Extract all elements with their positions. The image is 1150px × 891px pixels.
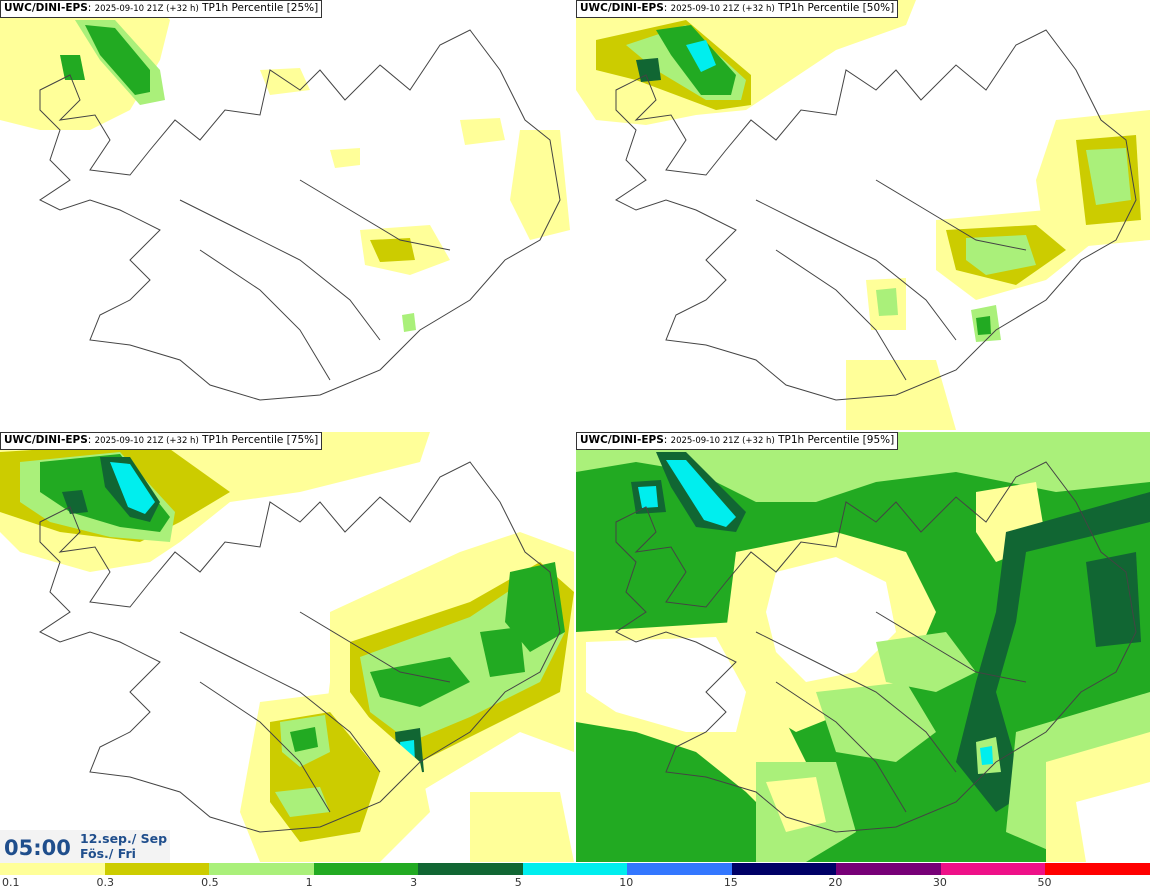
colorbar-tick-label: 5: [514, 876, 522, 889]
precip-map-p25: [0, 0, 570, 401]
colorbar-tick-label: 15: [723, 876, 738, 889]
colorbar-tick-label: 1: [305, 876, 313, 889]
iceland-coastline: [39, 461, 561, 833]
colorbar-segment: [104, 863, 210, 875]
colorbar-ticks: 0.1 0.3 0.5 1 3 5 10 15 20 30 50: [0, 876, 1150, 890]
colorbar-segment: [1045, 863, 1150, 875]
run-time: 2025-09-10 21Z (+32 h): [94, 4, 199, 14]
map-panel-p95: UWC/DINI-EPS: 2025-09-10 21Z (+32 h) TP1…: [576, 432, 1150, 862]
precip-colorbar: [0, 863, 1150, 875]
precip-field: [0, 432, 574, 862]
map-panel-p50: UWC/DINI-EPS: 2025-09-10 21Z (+32 h) TP1…: [576, 0, 1150, 430]
model-name: UWC/DINI-EPS: [580, 434, 664, 446]
colorbar-segment: [940, 863, 1046, 875]
panel-title: UWC/DINI-EPS: 2025-09-10 21Z (+32 h) TP1…: [0, 432, 323, 450]
valid-time-clock: 05:00: [4, 836, 71, 860]
model-name: UWC/DINI-EPS: [4, 434, 88, 446]
colorbar-tick-label: 20: [828, 876, 843, 889]
colorbar-tick-label: 3: [410, 876, 418, 889]
run-time: 2025-09-10 21Z (+32 h): [670, 436, 775, 446]
colorbar-segment: [313, 863, 419, 875]
valid-date-line2: Fös./ Fri: [80, 846, 136, 861]
colorbar-segment: [731, 863, 837, 875]
model-name: UWC/DINI-EPS: [4, 2, 88, 14]
precip-field: [576, 0, 1150, 430]
iceland-coastline: [39, 29, 561, 401]
run-time: 2025-09-10 21Z (+32 h): [94, 436, 199, 446]
iceland-coastline: [615, 461, 1137, 833]
colorbar-tick-label: 0.5: [201, 876, 219, 889]
colorbar-segment: [0, 863, 105, 875]
precip-field: [576, 432, 1150, 862]
product-name: TP1h Percentile [25%]: [202, 2, 319, 14]
colorbar-segment: [209, 863, 314, 875]
precip-map-p95: [576, 432, 1150, 862]
map-panel-p25: UWC/DINI-EPS: 2025-09-10 21Z (+32 h) TP1…: [0, 0, 574, 430]
valid-time-box: 05:00 12.sep./ Sep Fös./ Fri: [0, 830, 170, 863]
product-name: TP1h Percentile [95%]: [778, 434, 895, 446]
precip-map-p75: [0, 432, 574, 862]
colorbar-tick-label: 30: [932, 876, 947, 889]
colorbar-tick-label: 10: [619, 876, 634, 889]
model-name: UWC/DINI-EPS: [580, 2, 664, 14]
colorbar-segment: [836, 863, 941, 875]
precip-map-p50: [576, 0, 1150, 430]
panel-title: UWC/DINI-EPS: 2025-09-10 21Z (+32 h) TP1…: [576, 432, 899, 450]
colorbar-segment: [418, 863, 523, 875]
colorbar-tick-label: 0.3: [96, 876, 115, 889]
colorbar-tick-label: 0.1: [2, 876, 20, 889]
colorbar-segment: [627, 863, 732, 875]
product-name: TP1h Percentile [75%]: [202, 434, 319, 446]
iceland-coastline: [615, 29, 1137, 401]
panel-title: UWC/DINI-EPS: 2025-09-10 21Z (+32 h) TP1…: [0, 0, 323, 18]
map-panel-p75: UWC/DINI-EPS: 2025-09-10 21Z (+32 h) TP1…: [0, 432, 574, 862]
valid-date-line1: 12.sep./ Sep: [80, 831, 168, 846]
colorbar-segment: [522, 863, 628, 875]
colorbar-tick-label: 50: [1037, 876, 1052, 889]
precip-field: [0, 0, 570, 332]
run-time: 2025-09-10 21Z (+32 h): [670, 4, 775, 14]
product-name: TP1h Percentile [50%]: [778, 2, 895, 14]
panel-title: UWC/DINI-EPS: 2025-09-10 21Z (+32 h) TP1…: [576, 0, 899, 18]
